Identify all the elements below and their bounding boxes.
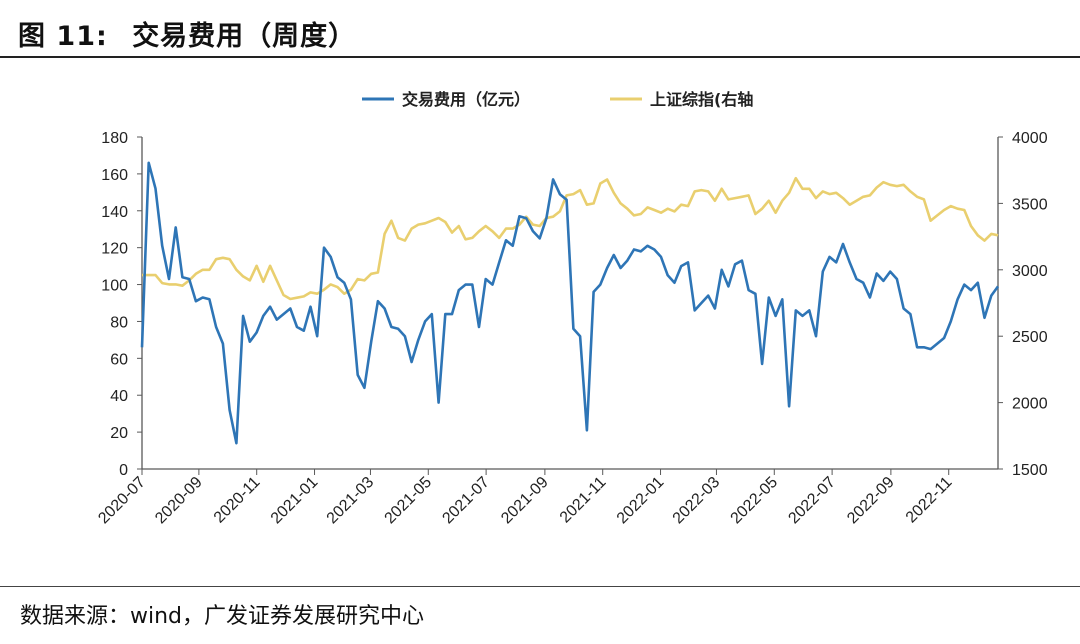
left-tick-label: 120 bbox=[101, 241, 128, 258]
left-tick-label: 180 bbox=[101, 130, 128, 147]
x-tick-label: 2021-09 bbox=[498, 474, 552, 528]
left-tick-label: 0 bbox=[119, 462, 128, 479]
left-tick-label: 140 bbox=[101, 204, 128, 221]
right-tick-label: 2000 bbox=[1012, 396, 1048, 413]
x-tick-label: 2022-03 bbox=[670, 474, 724, 528]
left-tick-label: 60 bbox=[110, 351, 128, 368]
series-line-fee bbox=[140, 161, 1000, 445]
x-tick-label: 2021-05 bbox=[382, 474, 436, 528]
legend-item-index-label: 上证综指(右轴 bbox=[650, 90, 753, 109]
left-tick-label: 20 bbox=[110, 425, 128, 442]
line-chart: 0 20 40 60 80 100 120 140 160 180 1500 2000 2500 3000… bbox=[95, 90, 1048, 528]
left-tick-label: 40 bbox=[110, 388, 128, 405]
x-tick-label: 2022-11 bbox=[903, 474, 956, 527]
legend-item-fee-label: 交易费用（亿元） bbox=[402, 90, 530, 109]
series-line-index bbox=[142, 176, 999, 301]
figure-title: 图 11: 交易费用（周度） bbox=[18, 14, 356, 53]
title-rule bbox=[0, 56, 1080, 58]
x-tick-label: 2020-09 bbox=[152, 474, 206, 528]
left-tick-label: 80 bbox=[110, 314, 128, 331]
right-tick-label: 1500 bbox=[1012, 462, 1048, 479]
x-tick-label: 2020-11 bbox=[211, 474, 264, 527]
x-tick-label: 2021-07 bbox=[439, 474, 493, 528]
right-tick-label: 3500 bbox=[1012, 196, 1048, 213]
x-tick-label: 2021-11 bbox=[557, 474, 610, 527]
right-tick-label: 2500 bbox=[1012, 329, 1048, 346]
right-tick-label: 3000 bbox=[1012, 263, 1048, 280]
left-tick-label: 160 bbox=[101, 167, 128, 184]
figure-number: 11: bbox=[56, 21, 108, 52]
x-tick-label: 2020-07 bbox=[95, 474, 149, 528]
figure-label: 图 bbox=[18, 21, 46, 52]
source-note: 数据来源：wind，广发证券发展研究中心 bbox=[20, 604, 425, 629]
x-tick-label: 2022-09 bbox=[844, 474, 898, 528]
left-tick-label: 100 bbox=[101, 278, 128, 295]
right-tick-label: 4000 bbox=[1012, 130, 1048, 147]
x-tick-label: 2022-01 bbox=[614, 474, 668, 528]
x-tick-label: 2021-01 bbox=[268, 474, 322, 528]
x-tick-label: 2022-05 bbox=[728, 474, 782, 528]
x-tick-label: 2022-07 bbox=[785, 474, 839, 528]
source-rule bbox=[0, 586, 1080, 587]
figure-title-text: 交易费用（周度） bbox=[132, 21, 357, 52]
x-tick-label: 2021-03 bbox=[324, 474, 378, 528]
